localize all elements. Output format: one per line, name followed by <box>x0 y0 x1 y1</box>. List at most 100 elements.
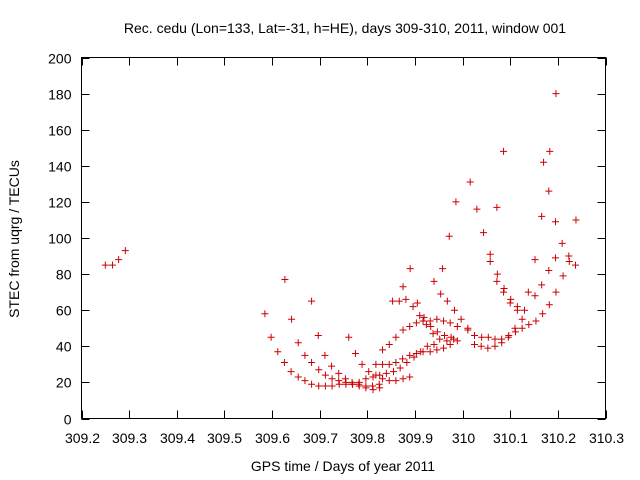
x-tick-label: 309.2 <box>65 430 100 446</box>
data-point <box>493 203 501 211</box>
data-point <box>433 346 441 354</box>
data-point <box>426 348 434 356</box>
data-point <box>315 382 323 390</box>
data-point <box>445 232 453 240</box>
y-tick-label: 40 <box>56 339 72 355</box>
data-point <box>427 322 435 330</box>
data-point <box>406 373 414 381</box>
data-point <box>399 283 407 291</box>
data-point <box>287 368 295 376</box>
data-point <box>379 360 387 368</box>
data-point <box>480 229 488 237</box>
data-point <box>121 247 129 255</box>
data-points <box>101 90 580 394</box>
data-point <box>389 297 397 305</box>
data-point <box>500 288 508 296</box>
data-point <box>558 239 566 247</box>
data-point <box>443 297 451 305</box>
data-point <box>294 373 302 381</box>
x-tick-label: 309.9 <box>398 430 433 446</box>
x-axis-ticks: 309.2 309.3 309.4 309.5 309.6 309.7 309.8 309.9… <box>65 57 624 446</box>
x-tick-label: 309.8 <box>350 430 385 446</box>
data-point <box>484 333 492 341</box>
data-point <box>440 317 448 325</box>
data-point <box>453 337 461 345</box>
data-point <box>351 350 359 358</box>
x-tick-label: 310.3 <box>589 430 624 446</box>
data-point <box>392 377 400 385</box>
data-point <box>436 335 444 343</box>
data-point <box>399 375 407 383</box>
x-tick-label: 309.4 <box>160 430 195 446</box>
data-point <box>385 340 393 348</box>
data-point <box>261 310 269 318</box>
data-point <box>101 261 109 269</box>
data-point <box>372 360 380 368</box>
data-point <box>571 261 579 269</box>
data-point <box>552 90 560 98</box>
data-point <box>471 340 478 348</box>
data-point <box>552 288 560 296</box>
data-point <box>379 375 387 383</box>
data-point <box>471 331 478 339</box>
x-tick-label: 310.1 <box>493 430 528 446</box>
data-point <box>538 281 546 289</box>
data-point <box>406 351 414 359</box>
data-point <box>335 377 343 385</box>
y-tick-label: 120 <box>48 195 72 211</box>
data-point <box>531 256 539 264</box>
data-point <box>493 270 501 278</box>
data-point <box>457 315 465 323</box>
data-point <box>412 350 420 358</box>
data-point <box>409 303 417 311</box>
data-point <box>390 368 398 376</box>
data-point <box>559 272 567 280</box>
x-tick-label: 309.6 <box>255 430 290 446</box>
data-point <box>416 312 424 320</box>
data-point <box>315 366 323 374</box>
data-point <box>321 351 329 359</box>
data-point <box>521 306 529 314</box>
data-point <box>440 331 448 339</box>
data-point <box>504 333 512 341</box>
data-point <box>355 380 363 388</box>
y-tick-label: 140 <box>48 159 72 175</box>
y-tick-label: 200 <box>48 51 72 67</box>
data-point <box>321 371 329 379</box>
data-point <box>493 277 501 285</box>
data-point <box>362 375 370 383</box>
data-point <box>429 330 437 338</box>
data-point <box>328 362 336 370</box>
data-point <box>466 178 474 186</box>
data-point <box>518 324 526 332</box>
data-point <box>115 256 123 264</box>
data-point <box>464 326 472 334</box>
x-tick-label: 309.7 <box>303 430 338 446</box>
data-point <box>551 218 559 226</box>
data-point <box>511 324 519 332</box>
data-point <box>486 250 494 258</box>
data-point <box>477 342 485 350</box>
data-point <box>545 301 553 309</box>
data-point <box>423 342 431 350</box>
data-point <box>369 373 377 381</box>
data-point <box>440 344 448 352</box>
data-point <box>551 254 559 262</box>
data-point <box>375 380 383 388</box>
data-point <box>308 297 316 305</box>
data-point <box>491 342 499 350</box>
x-tick-label: 310 <box>452 430 476 446</box>
data-point <box>439 265 447 273</box>
data-point <box>396 364 404 372</box>
data-point <box>540 158 548 166</box>
data-point <box>572 216 580 224</box>
data-point <box>402 295 410 303</box>
data-point <box>565 257 573 265</box>
data-point <box>372 371 380 379</box>
data-point <box>379 346 387 354</box>
data-point <box>525 321 533 329</box>
data-point <box>403 359 411 367</box>
chart-title: Rec. cedu (Lon=133, Lat=-31, h=HE), days… <box>124 20 566 36</box>
data-point <box>452 198 460 206</box>
